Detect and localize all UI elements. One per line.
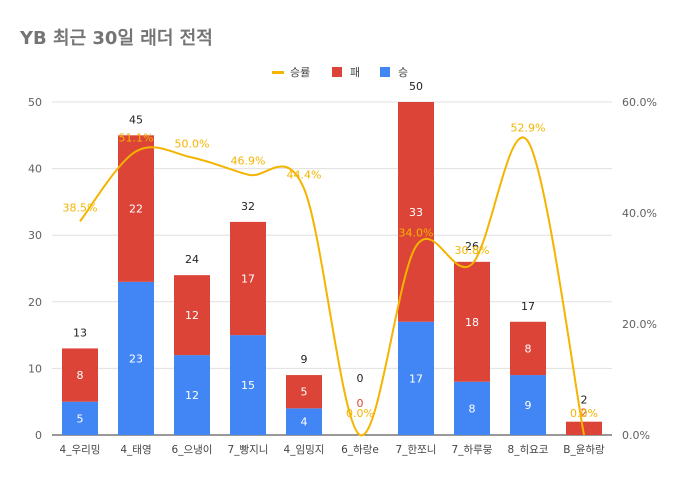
bar-loss-label: 22 (129, 203, 143, 216)
bar-total-label: 32 (241, 200, 255, 213)
rate-label: 44.4% (287, 169, 322, 182)
chart-title: YB 최근 30일 래더 전적 (20, 28, 213, 49)
bar-loss (286, 375, 322, 409)
bar-win-label: 4 (301, 416, 308, 429)
x-category-label: 8_히요코 (508, 444, 549, 456)
bar-loss-label: 33 (409, 206, 423, 219)
bar-loss-label: 5 (301, 386, 308, 399)
bar-total-label: 45 (129, 113, 143, 126)
rate-label: 30.8% (455, 244, 490, 257)
y-left-tick-label: 0 (35, 429, 42, 442)
rate-label: 0.0% (346, 407, 374, 420)
bar-loss (118, 135, 154, 282)
bar-total-label: 9 (301, 353, 308, 366)
bar-total-label: 26 (465, 240, 479, 253)
bar-win-label: 15 (241, 379, 255, 392)
bar-win-label: 12 (185, 389, 199, 402)
bar-win (174, 355, 210, 435)
bar-win-label: 8 (469, 402, 476, 415)
rate-label: 38.5% (63, 201, 98, 214)
legend-label: 승률 (290, 66, 310, 79)
rate-label: 34.0% (399, 226, 434, 239)
legend-label: 패 (350, 66, 360, 79)
y-left-tick-label: 10 (28, 362, 42, 375)
y-right-tick-label: 60.0% (622, 96, 657, 109)
bar-win (398, 321, 434, 435)
bar-win-label: 9 (525, 399, 532, 412)
x-category-label: 4_태영 (120, 444, 151, 456)
bar-loss (174, 275, 210, 356)
bar-win (62, 401, 98, 435)
bar-total-label: 2 (581, 394, 588, 407)
bar-win (454, 381, 490, 435)
bar-win (230, 335, 266, 435)
bar-win-label: 17 (409, 372, 423, 385)
x-category-label: 4_임밍지 (284, 443, 325, 456)
legend-swatch-line (272, 71, 284, 74)
x-category-label: B_윤하랑 (563, 443, 605, 456)
x-category-label: 4_우리밍 (60, 444, 101, 456)
legend-swatch-box (380, 67, 390, 77)
bar-loss (398, 102, 434, 322)
x-category-label: 7_빵지니 (228, 444, 269, 456)
bar-win-label: 5 (77, 412, 84, 425)
legend-label: 승 (398, 66, 408, 79)
y-right-tick-label: 20.0% (622, 318, 657, 331)
y-right-tick-label: 40.0% (622, 207, 657, 220)
rate-line (79, 136, 585, 437)
bar-loss (566, 421, 602, 435)
rate-label: 0.0% (570, 407, 598, 420)
bar-loss-label: 0 (357, 397, 364, 410)
bar-loss-label: 2 (581, 407, 588, 420)
bar-win (510, 375, 546, 435)
y-right-tick-label: 0.0% (622, 429, 650, 442)
rate-label: 46.9% (231, 155, 266, 168)
y-left-tick-label: 50 (28, 96, 42, 109)
bar-total-label: 17 (521, 300, 535, 313)
bar-total-label: 24 (185, 253, 199, 266)
bar-loss (510, 321, 546, 376)
bar-win-label: 23 (129, 352, 143, 365)
rate-label: 50.0% (175, 138, 210, 151)
bar-loss-label: 8 (77, 369, 84, 382)
y-left-tick-label: 20 (28, 296, 42, 309)
y-left-tick-label: 40 (28, 163, 42, 176)
bar-loss (62, 348, 98, 402)
bar-loss (230, 221, 266, 336)
bar-loss-label: 18 (465, 316, 479, 329)
bar-win (118, 281, 154, 435)
rate-label: 52.9% (511, 121, 546, 134)
rate-label: 51.1% (119, 131, 154, 144)
x-category-label: 7_한쪼니 (396, 444, 437, 456)
x-category-label: 6_하랑e (341, 443, 379, 456)
bar-total-label: 50 (409, 80, 423, 93)
y-left-tick-label: 30 (28, 229, 42, 242)
bar-loss (454, 261, 490, 382)
bar-win (286, 408, 322, 435)
bar-loss-label: 8 (525, 342, 532, 355)
bar-loss-label: 12 (185, 309, 199, 322)
legend-swatch-box (332, 67, 342, 77)
bar-total-label: 13 (73, 326, 87, 339)
bar-total-label: 0 (357, 372, 364, 385)
bar-loss-label: 17 (241, 272, 255, 285)
x-category-label: 6_으냉이 (172, 444, 213, 456)
x-category-label: 7_하루뭉 (452, 443, 493, 456)
